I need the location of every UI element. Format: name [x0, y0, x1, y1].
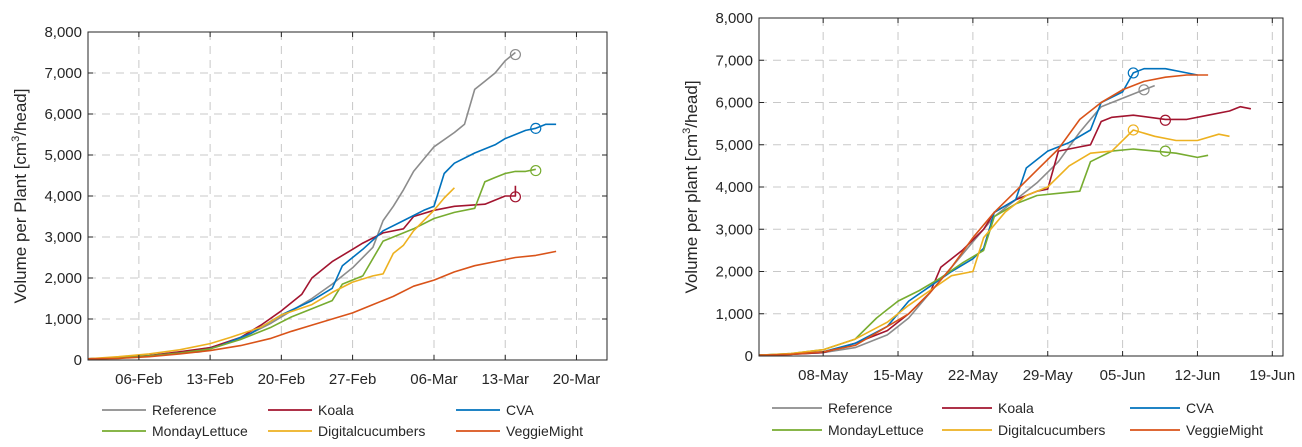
y-tick-label: 2,000	[715, 264, 753, 281]
y-tick-label: 3,000	[44, 229, 82, 246]
y-axis-label-sup: 3	[681, 128, 693, 134]
series-line-Koala	[759, 105, 1252, 356]
x-tick-label: 13-Feb	[186, 371, 234, 388]
end-marker-CVA	[530, 122, 542, 134]
end-marker-MondayLettuce	[1159, 145, 1171, 157]
series-line-VeggieMight	[88, 250, 557, 360]
x-tick-label: 06-Mar	[410, 371, 458, 388]
y-axis-label-tail: /head]	[11, 89, 30, 136]
legend-label-Digitalcucumbers: Digitalcucumbers	[318, 423, 425, 439]
legend-label-MondayLettuce: MondayLettuce	[152, 423, 248, 439]
series-group	[759, 67, 1252, 356]
y-tick-label: 4,000	[715, 179, 753, 196]
y-tick-label: 8,000	[715, 10, 753, 27]
y-axis-label-tail: /head]	[682, 80, 701, 127]
y-axis-label-main: Volume per plant [cm	[682, 134, 701, 294]
series-line-Digitalcucumbers	[88, 187, 455, 360]
y-tick-label: 7,000	[715, 52, 753, 69]
y-tick-label: 5,000	[44, 147, 82, 164]
y-axis-label-sup: 3	[10, 136, 22, 142]
y-tick-label: 5,000	[715, 137, 753, 154]
y-tick-label: 6,000	[44, 106, 82, 123]
legend-label-Koala: Koala	[318, 402, 354, 418]
legend-label-CVA: CVA	[1186, 400, 1214, 416]
chart-2: 0 1,000 2,000 3,000 4,000 5,000 6,000 7,000 8,00…	[681, 10, 1295, 438]
y-tick-label: 3,000	[715, 221, 753, 238]
end-marker-CVA	[1127, 67, 1139, 79]
x-tick-label: 20-Mar	[553, 371, 601, 388]
legend: Reference Koala CVA MondayLettuce Digitalcuc…	[102, 402, 583, 439]
y-tick-label: 8,000	[44, 24, 82, 41]
x-tick-label: 06-Feb	[115, 371, 163, 388]
y-tick-label: 0	[74, 352, 82, 369]
series-line-Digitalcucumbers	[759, 129, 1230, 356]
series-group	[88, 48, 557, 360]
legend: Reference Koala CVA MondayLettuce Digitalcuc…	[772, 400, 1263, 438]
series-line-MondayLettuce	[759, 148, 1209, 356]
legend-label-MondayLettuce: MondayLettuce	[828, 422, 924, 438]
legend-label-Koala: Koala	[998, 400, 1034, 416]
x-tick-label: 29-May	[1023, 367, 1074, 384]
end-marker-Reference	[509, 48, 522, 61]
legend-label-VeggieMight: VeggieMight	[506, 423, 583, 439]
x-tick-label: 08-May	[798, 367, 849, 384]
legend-label-Digitalcucumbers: Digitalcucumbers	[998, 422, 1105, 438]
y-axis-label-main: Volume per Plant [cm	[11, 142, 30, 304]
x-tick-label: 27-Feb	[329, 371, 377, 388]
y-tick-label: 0	[745, 348, 753, 365]
y-tick-label: 2,000	[44, 270, 82, 287]
series-line-Koala	[88, 185, 517, 360]
chart-1: 0 1,000 2,000 3,000 4,000 5,000 6,000 7,000 8,00…	[10, 24, 608, 439]
end-marker-MondayLettuce	[530, 164, 542, 177]
legend-label-VeggieMight: VeggieMight	[1186, 422, 1263, 438]
end-marker-Koala	[509, 191, 522, 203]
y-axis-label: Volume per plant [cm3/head]	[681, 80, 701, 293]
x-tick-label: 20-Feb	[258, 371, 306, 388]
y-tick-label: 6,000	[715, 95, 753, 112]
x-tick-label: 12-Jun	[1175, 367, 1221, 384]
end-marker-Koala	[1159, 114, 1171, 126]
y-tick-label: 7,000	[44, 65, 82, 82]
x-tick-label: 05-Jun	[1100, 367, 1146, 384]
series-line-VeggieMight	[759, 74, 1209, 356]
series-line-CVA	[88, 123, 557, 360]
end-marker-Reference	[1138, 84, 1150, 96]
legend-label-Reference: Reference	[828, 400, 893, 416]
series-line-Reference	[759, 84, 1155, 356]
x-tick-label: 15-May	[873, 367, 924, 384]
legend-label-CVA: CVA	[506, 402, 534, 418]
y-tick-label: 1,000	[715, 306, 753, 323]
series-line-MondayLettuce	[88, 168, 536, 360]
x-tick-label: 22-May	[948, 367, 999, 384]
x-tick-label: 13-Mar	[481, 371, 529, 388]
legend-label-Reference: Reference	[152, 402, 217, 418]
y-tick-label: 4,000	[44, 188, 82, 205]
x-tick-label: 19-Jun	[1249, 367, 1295, 384]
y-axis-label: Volume per Plant [cm3/head]	[10, 89, 30, 304]
end-marker-Digitalcucumbers	[1127, 124, 1139, 136]
series-line-CVA	[759, 67, 1198, 356]
y-tick-label: 1,000	[44, 311, 82, 328]
